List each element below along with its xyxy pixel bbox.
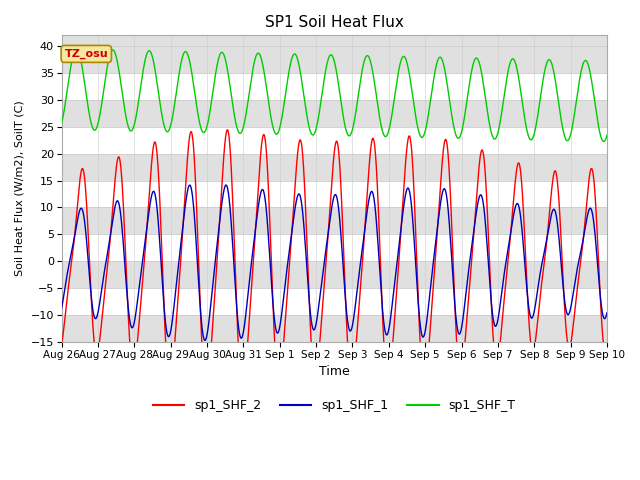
sp1_SHF_1	[506, 233, 514, 239]
sp1_SHF_1	[222, 182, 230, 188]
sp1_SHF_2	[385, 376, 393, 382]
sp1_SHF_1	[413, 275, 420, 280]
sp1_SHF_1	[385, 326, 393, 332]
Bar	[61, 288, 607, 315]
sp1_SHF_T	[385, 128, 392, 133]
sp1_SHF_T	[413, 118, 420, 123]
sp1_SHF_2	[603, 348, 611, 354]
sp1_SHF_T	[157, 105, 164, 111]
Legend: sp1_SHF_2, sp1_SHF_1, sp1_SHF_T: sp1_SHF_2, sp1_SHF_1, sp1_SHF_T	[148, 394, 520, 417]
sp1_SHF_T	[603, 132, 611, 138]
sp1_SHF_2	[223, 127, 231, 132]
Y-axis label: Soil Heat Flux (W/m2), SoilT (C): Soil Heat Flux (W/m2), SoilT (C)	[15, 101, 25, 276]
sp1_SHF_1	[266, 261, 274, 266]
sp1_SHF_2	[266, 228, 274, 234]
X-axis label: Time: Time	[319, 365, 349, 378]
Bar	[61, 180, 607, 207]
Bar	[61, 73, 607, 100]
sp1_SHF_2	[202, 385, 210, 391]
sp1_SHF_T	[506, 60, 514, 66]
sp1_SHF_1	[201, 337, 209, 343]
sp1_SHF_1	[603, 310, 611, 316]
Line: sp1_SHF_T: sp1_SHF_T	[61, 49, 607, 142]
sp1_SHF_2	[465, 292, 472, 298]
sp1_SHF_1	[58, 305, 65, 311]
sp1_SHF_1	[157, 253, 164, 259]
sp1_SHF_2	[413, 252, 420, 257]
Bar	[61, 127, 607, 154]
sp1_SHF_T	[600, 139, 607, 144]
Line: sp1_SHF_1: sp1_SHF_1	[61, 185, 607, 340]
sp1_SHF_2	[506, 236, 514, 241]
Title: SP1 Soil Heat Flux: SP1 Soil Heat Flux	[265, 15, 404, 30]
sp1_SHF_2	[157, 218, 164, 224]
sp1_SHF_T	[72, 46, 80, 52]
Bar	[61, 234, 607, 261]
sp1_SHF_T	[58, 120, 65, 126]
sp1_SHF_T	[266, 109, 274, 115]
sp1_SHF_T	[465, 86, 472, 92]
sp1_SHF_2	[58, 341, 65, 347]
Line: sp1_SHF_2: sp1_SHF_2	[61, 130, 607, 388]
sp1_SHF_1	[465, 266, 472, 272]
Text: TZ_osu: TZ_osu	[65, 49, 108, 59]
